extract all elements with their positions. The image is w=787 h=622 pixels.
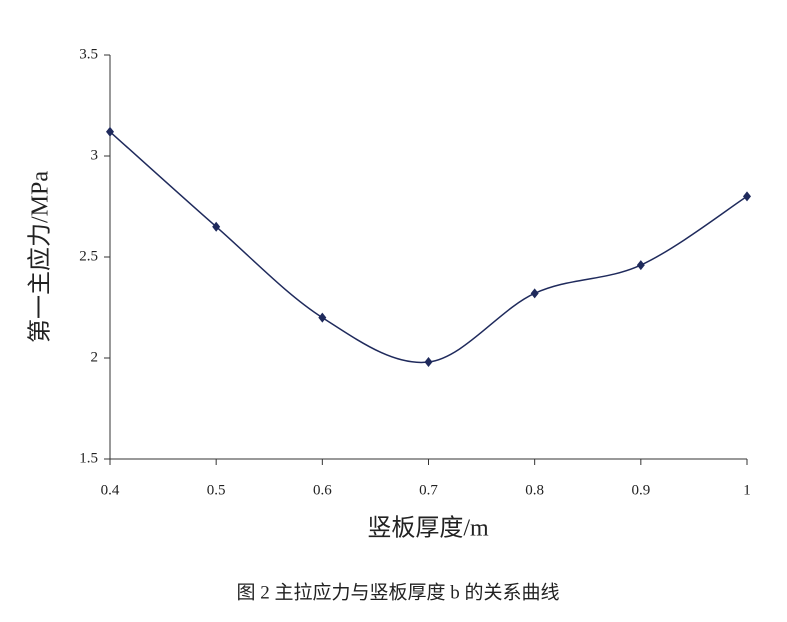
x-tick-label: 0.6: [313, 482, 332, 498]
y-tick-label: 1.5: [79, 450, 98, 466]
y-tick-label: 2: [91, 349, 99, 365]
caption: 图 2 主拉应力与竖板厚度 b 的关系曲线: [236, 581, 559, 603]
marker: [636, 260, 645, 271]
marker: [743, 191, 751, 202]
marker: [212, 221, 221, 232]
marker: [530, 288, 539, 299]
x-tick-label: 0.5: [207, 482, 226, 498]
y-axis-title: 第一主应力/MPa: [27, 171, 54, 343]
x-tick-label: 0.9: [631, 482, 650, 498]
x-tick-label: 0.7: [419, 482, 438, 498]
marker: [106, 126, 114, 137]
x-tick-label: 0.8: [525, 482, 544, 498]
y-tick-label: 3.5: [79, 46, 98, 62]
line: [109, 131, 748, 364]
marker: [318, 312, 327, 323]
marker: [424, 357, 433, 368]
x-tick-label: 1: [743, 482, 751, 498]
y-tick-label: 3: [91, 147, 99, 163]
x-axis-title: 竖板厚度/m: [367, 515, 489, 542]
y-tick-label: 2.5: [79, 248, 98, 264]
x-tick-label: 0.4: [101, 482, 120, 498]
